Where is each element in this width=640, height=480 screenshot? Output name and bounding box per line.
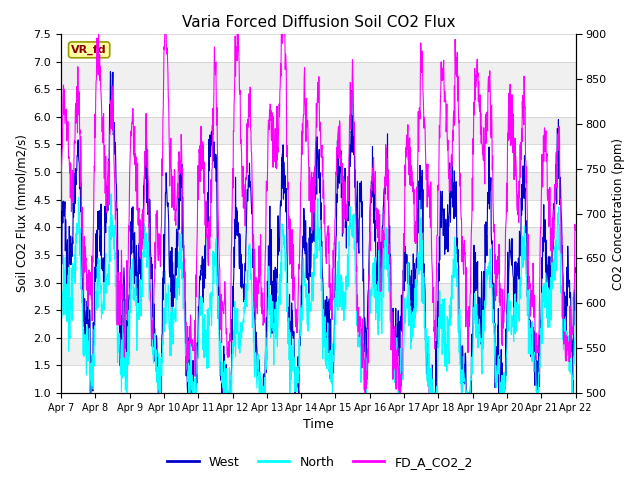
- Bar: [61, 172, 575, 200]
- Legend: West, North, FD_A_CO2_2: West, North, FD_A_CO2_2: [163, 451, 477, 474]
- Y-axis label: CO2 Concentration (ppm): CO2 Concentration (ppm): [612, 138, 625, 289]
- Bar: [61, 283, 575, 310]
- Bar: [61, 61, 575, 89]
- Y-axis label: Soil CO2 Flux (mmol/m2/s): Soil CO2 Flux (mmol/m2/s): [15, 134, 28, 292]
- Text: VR_fd: VR_fd: [71, 45, 107, 55]
- Bar: [61, 117, 575, 144]
- Bar: [61, 228, 575, 255]
- Bar: [61, 338, 575, 365]
- X-axis label: Time: Time: [303, 419, 333, 432]
- Title: Varia Forced Diffusion Soil CO2 Flux: Varia Forced Diffusion Soil CO2 Flux: [182, 15, 455, 30]
